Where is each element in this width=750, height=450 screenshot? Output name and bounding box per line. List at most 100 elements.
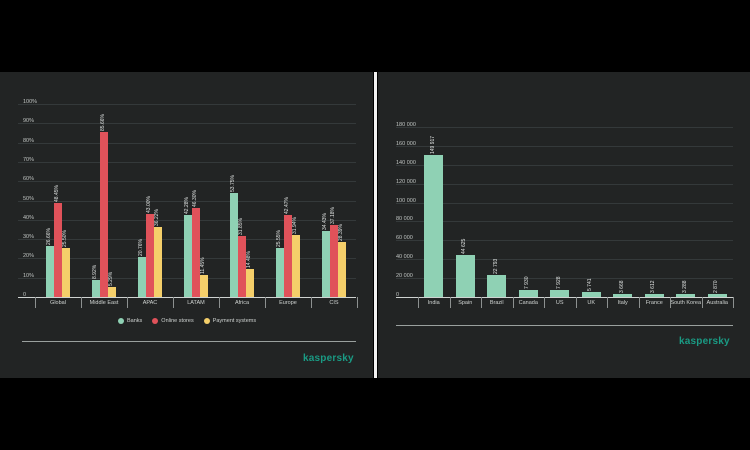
legend-swatch-icon xyxy=(152,318,159,324)
y-tick-label: 70% xyxy=(23,156,35,163)
bar-online-stores xyxy=(146,214,154,297)
bar-value-label: 3 668 xyxy=(618,280,625,293)
x-category-label: US xyxy=(555,300,564,306)
kaspersky-logo: kaspersky xyxy=(679,336,730,347)
y-tick-label: 160 000 xyxy=(396,140,416,147)
legend-item-payment-systems: Payment systems xyxy=(203,318,256,324)
bar-value-label: 14.48% xyxy=(246,251,252,269)
y-tick-label: 80 000 xyxy=(396,216,413,223)
gridline xyxy=(396,145,733,147)
x-category-label: UK xyxy=(587,300,596,306)
x-category-label: Europe xyxy=(279,300,297,306)
category-separator xyxy=(81,297,82,308)
x-category-label: Italy xyxy=(617,300,628,306)
category-separator xyxy=(670,297,671,308)
x-category-label: Global xyxy=(50,300,66,306)
x-category-label: India xyxy=(427,300,440,306)
x-category-label: CIS xyxy=(329,300,339,306)
bar-value-label: 44 625 xyxy=(461,238,468,254)
legend-item-banks: Banks xyxy=(118,318,142,324)
y-tick-label: 30% xyxy=(23,234,35,241)
bar-count xyxy=(455,254,475,297)
y-tick-label: 20 000 xyxy=(396,273,413,280)
bar-count xyxy=(707,294,727,297)
gridline xyxy=(18,181,356,183)
category-separator xyxy=(544,297,545,308)
gridline xyxy=(18,200,356,202)
bar-value-label: 5.29% xyxy=(108,271,114,286)
bar-value-label: 20.76% xyxy=(138,238,144,256)
y-tick-label: 20% xyxy=(23,253,35,260)
gridline xyxy=(396,202,733,204)
y-tick-label: 80% xyxy=(23,137,35,144)
category-separator xyxy=(733,297,734,308)
gridline xyxy=(396,183,733,185)
category-separator xyxy=(219,297,220,308)
bar-online-stores xyxy=(54,203,62,297)
bar-value-label: 48.45% xyxy=(54,185,60,203)
bar-value-label: 31.94% xyxy=(292,217,298,235)
legend-swatch-icon xyxy=(203,318,210,324)
x-axis-line xyxy=(18,297,356,298)
y-tick-label: 120 000 xyxy=(396,178,416,185)
y-tick-label: 100 000 xyxy=(396,197,416,204)
bar-value-label: 46.30% xyxy=(192,189,198,207)
bar-online-stores xyxy=(100,131,108,297)
bar-banks xyxy=(92,279,100,297)
category-separator xyxy=(701,297,703,308)
bar-banks xyxy=(322,230,330,297)
y-tick-label: 0 xyxy=(23,292,27,298)
bar-value-label: 2 870 xyxy=(713,280,720,294)
bar-count xyxy=(676,293,696,297)
bar-payment-systems xyxy=(246,269,254,297)
bar-payment-systems xyxy=(338,242,346,297)
bar-value-label: 31.85% xyxy=(238,217,244,235)
bar-value-label: 7 930 xyxy=(524,275,531,289)
y-tick-label: 50% xyxy=(23,195,35,202)
bar-value-label: 25.50% xyxy=(62,229,68,247)
bar-online-stores xyxy=(330,225,338,297)
category-separator xyxy=(575,297,577,308)
category-separator xyxy=(481,297,482,308)
bar-payment-systems xyxy=(292,235,300,297)
kaspersky-logo: kaspersky xyxy=(303,353,354,364)
x-category-label: APAC xyxy=(142,300,158,306)
y-tick-label: 10% xyxy=(23,272,35,279)
bar-banks xyxy=(46,245,54,297)
bar-value-label: 37.18% xyxy=(330,207,336,225)
bar-count xyxy=(487,275,507,297)
y-tick-label: 140 000 xyxy=(396,159,416,166)
bar-count xyxy=(613,293,633,297)
y-tick-label: 60 000 xyxy=(396,235,413,242)
bar-count xyxy=(518,289,538,297)
category-separator xyxy=(173,297,174,308)
gridline xyxy=(396,259,733,261)
x-category-label: South Korea xyxy=(670,300,702,306)
bar-payment-systems xyxy=(108,286,116,297)
bar-value-label: 3 288 xyxy=(681,280,688,293)
gridline xyxy=(396,127,733,128)
gridline xyxy=(396,240,733,242)
bar-banks xyxy=(276,247,284,297)
bar-value-label: 3 612 xyxy=(650,280,657,293)
category-separator xyxy=(265,297,266,308)
y-tick-label: 40 000 xyxy=(396,254,413,261)
legend-item-online-stores: Online stores xyxy=(152,318,194,324)
category-separator xyxy=(357,297,358,308)
bar-online-stores xyxy=(284,215,292,297)
x-category-label: Australia xyxy=(706,300,728,306)
category-separator xyxy=(607,297,608,308)
y-tick-label: 180 000 xyxy=(396,122,416,128)
gridline xyxy=(396,278,733,280)
category-separator xyxy=(449,297,451,308)
footer-divider xyxy=(22,341,356,342)
y-tick-label: 90% xyxy=(23,118,35,125)
bar-payment-systems xyxy=(62,247,70,297)
category-separator xyxy=(418,297,419,308)
bar-value-label: 7 928 xyxy=(555,275,562,289)
category-separator xyxy=(35,297,36,308)
x-category-label: Brazil xyxy=(489,300,504,306)
category-separator xyxy=(311,297,312,308)
legend-label: Banks xyxy=(127,318,143,324)
x-category-label: Africa xyxy=(234,300,250,306)
